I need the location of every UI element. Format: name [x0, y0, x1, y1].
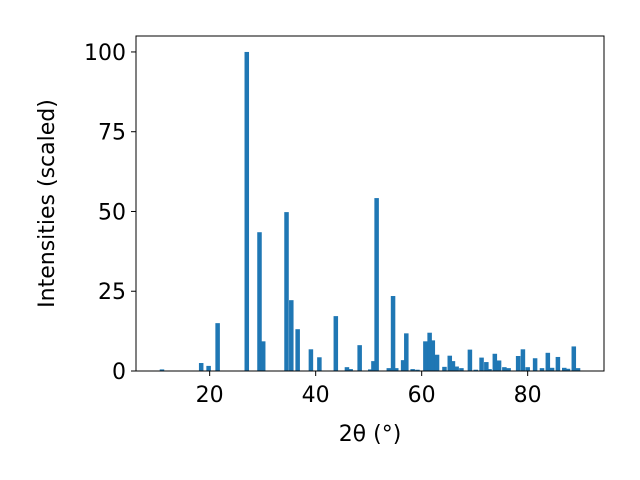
bar [400, 360, 406, 371]
bar [244, 51, 250, 371]
bar [371, 361, 376, 371]
bar [357, 345, 362, 371]
bar [390, 296, 396, 371]
bar [484, 362, 489, 371]
bar [159, 369, 165, 371]
bar [549, 367, 555, 371]
bar [525, 367, 530, 371]
bar [344, 367, 350, 371]
bar [571, 346, 577, 371]
bar [260, 341, 266, 371]
bar [467, 349, 473, 371]
bar [284, 212, 289, 371]
bar [434, 354, 440, 371]
bar [430, 340, 436, 371]
bar [317, 357, 322, 371]
bar [450, 361, 456, 371]
bar [415, 369, 420, 371]
bar [539, 368, 545, 371]
y-tick-label: 0 [112, 360, 126, 385]
bar [459, 368, 464, 371]
y-tick-label: 75 [98, 121, 126, 146]
y-tick-label: 50 [98, 200, 126, 225]
x-tick-label: 20 [196, 383, 224, 408]
bar [473, 369, 478, 371]
bar [555, 356, 561, 371]
bar [562, 367, 567, 371]
bar [348, 369, 353, 371]
bar [502, 367, 507, 371]
bar [565, 368, 571, 371]
bar [442, 366, 447, 371]
bar [487, 369, 492, 371]
bar [454, 366, 459, 371]
bar [427, 332, 432, 371]
x-tick-label: 60 [408, 383, 436, 408]
bar [206, 365, 211, 371]
bar [295, 329, 300, 371]
bar [520, 349, 526, 371]
plot-area-frame [135, 35, 605, 372]
bar [423, 341, 428, 371]
bar [257, 232, 262, 371]
bars-layer [159, 51, 581, 371]
bar [545, 352, 551, 371]
bar [575, 368, 581, 371]
bar [447, 355, 453, 371]
bar [404, 333, 409, 371]
bar [393, 368, 399, 371]
bar [479, 357, 484, 371]
bar [496, 360, 502, 371]
bar [215, 323, 220, 371]
x-tick-label: 80 [514, 383, 542, 408]
y-tick-label: 25 [98, 280, 126, 305]
y-axis-label: Intensities (scaled) [35, 99, 60, 308]
y-tick-label: 100 [84, 41, 126, 66]
x-axis-label: 2θ (°) [339, 422, 402, 447]
bar [374, 198, 379, 371]
x-axis: 20 40 60 80 [196, 371, 542, 408]
bar [492, 353, 498, 371]
bar [532, 358, 538, 371]
bar [410, 369, 415, 371]
bar [506, 368, 511, 371]
bar [333, 316, 339, 371]
bar [515, 356, 521, 371]
bar [308, 349, 314, 371]
x-tick-label: 40 [302, 383, 330, 408]
bar [386, 368, 392, 371]
bar [368, 369, 373, 371]
bar [198, 363, 204, 371]
bar [289, 300, 294, 371]
y-axis: 0 25 50 75 100 [84, 41, 136, 385]
